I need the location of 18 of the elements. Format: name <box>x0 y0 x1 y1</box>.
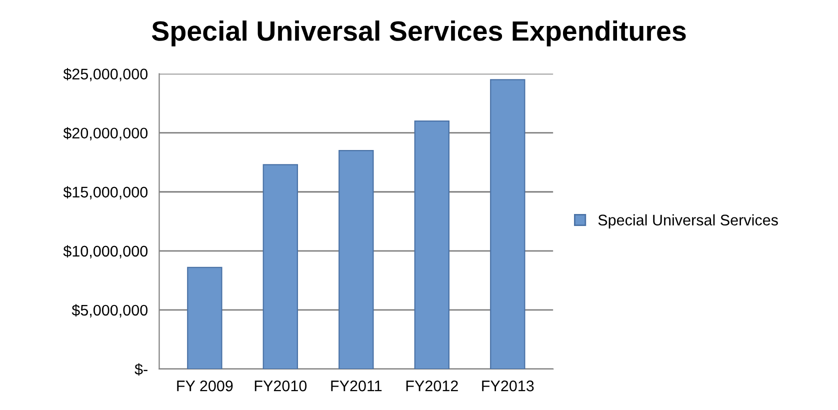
x-tick-label: FY2012 <box>406 380 458 392</box>
y-tick-label: $15,000,000 <box>63 186 148 200</box>
y-tick-label: $10,000,000 <box>63 245 148 258</box>
bar <box>187 266 222 369</box>
bar <box>490 79 526 369</box>
x-tick-label: FY2011 <box>331 380 382 392</box>
x-tick-label: FY2013 <box>482 380 534 392</box>
x-tick-label: FY 2009 <box>177 380 233 392</box>
y-tick-label: $- <box>134 363 148 376</box>
chart-title: Special Universal Services Expenditures <box>152 20 686 46</box>
bar <box>262 164 298 369</box>
bar <box>338 150 374 369</box>
bar <box>414 120 450 369</box>
y-tick-label: $25,000,000 <box>63 68 148 82</box>
x-tick-label: FY2010 <box>254 380 307 392</box>
legend-label: Special Universal Services <box>598 214 778 229</box>
y-tick-label: $20,000,000 <box>63 127 148 140</box>
y-tick-label: $5,000,000 <box>72 304 148 318</box>
